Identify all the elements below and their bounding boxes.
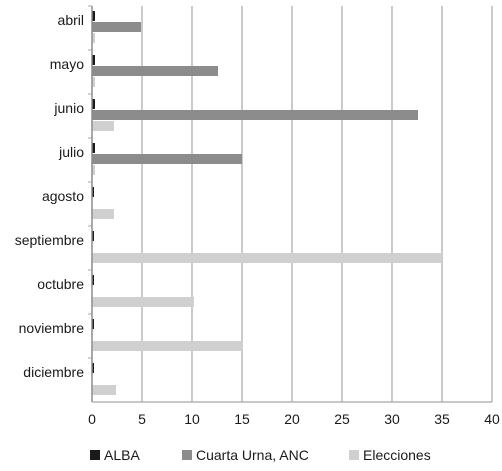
legend-swatch	[182, 450, 192, 460]
x-tick-label: 15	[234, 411, 250, 427]
x-tick-label: 30	[384, 411, 400, 427]
bar-alba	[92, 143, 95, 153]
bar-cuarta-urna-anc	[92, 66, 218, 76]
x-tick-label: 35	[434, 411, 450, 427]
bar-alba	[92, 319, 94, 329]
y-tick-label: julio	[58, 144, 84, 160]
bars-layer	[92, 11, 442, 395]
y-tick-label: junio	[53, 100, 84, 116]
y-tick-label: abril	[58, 12, 84, 28]
bar-elecciones	[92, 297, 194, 307]
bar-cuarta-urna-anc	[92, 22, 141, 32]
x-tick-label: 40	[484, 411, 500, 427]
legend-label: ALBA	[104, 447, 140, 463]
bar-cuarta-urna-anc	[92, 110, 418, 120]
legend-swatch	[90, 450, 100, 460]
y-tick-label: noviembre	[19, 320, 85, 336]
y-tick-label: octubre	[37, 276, 84, 292]
bar-elecciones	[92, 209, 114, 219]
bar-alba	[92, 363, 94, 373]
bar-alba	[92, 275, 94, 285]
x-tick-label: 0	[88, 411, 96, 427]
legend: ALBA Cuarta Urna, ANC Elecciones	[90, 447, 431, 463]
y-tick-label: agosto	[42, 188, 84, 204]
y-tick-label: mayo	[50, 56, 84, 72]
y-tick-label: septiembre	[15, 232, 84, 248]
bar-elecciones	[92, 121, 114, 131]
x-tick-label: 25	[334, 411, 350, 427]
bar-cuarta-urna-anc	[92, 154, 242, 164]
bar-alba	[92, 99, 95, 109]
legend-label: Cuarta Urna, ANC	[196, 447, 309, 463]
bar-alba	[92, 187, 94, 197]
bar-elecciones	[92, 385, 116, 395]
bar-alba	[92, 55, 95, 65]
x-tick-label: 10	[184, 411, 200, 427]
bar-elecciones	[92, 253, 442, 263]
legend-label: Elecciones	[363, 447, 431, 463]
bar-elecciones	[92, 341, 243, 351]
bar-alba	[92, 11, 95, 21]
legend-swatch	[349, 450, 359, 460]
bar-elecciones	[92, 165, 95, 175]
bar-alba	[92, 231, 94, 241]
y-tick-label: diciembre	[23, 364, 84, 380]
x-tick-label: 5	[138, 411, 146, 427]
axis-layer: 0 5 10 15 20 25 30 35 40 abril mayo junio julio agost…	[15, 5, 500, 427]
bar-elecciones	[92, 33, 95, 43]
bar-elecciones	[92, 77, 95, 87]
x-tick-label: 20	[284, 411, 300, 427]
